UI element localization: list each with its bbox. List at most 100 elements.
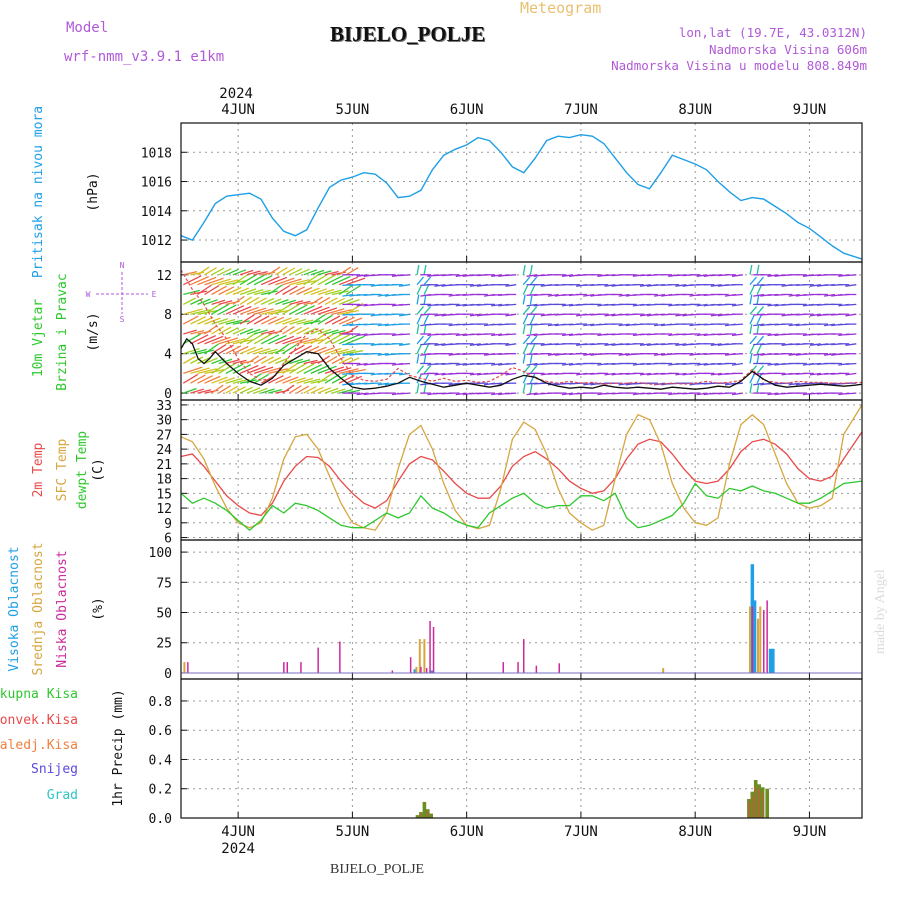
wind-barb [749,264,753,275]
wind-barb [338,349,356,355]
wind-barb [296,363,315,374]
cloud-bar [757,618,759,673]
wind-barb [239,346,256,355]
wind-barb [218,326,232,335]
wind-barb [310,288,328,296]
wind-barb [246,387,261,394]
wind-barb [547,293,559,297]
wind-barb [526,274,538,277]
wind-barb [289,304,308,315]
wind-barb [331,316,348,325]
wind-barb [522,264,526,275]
wind-speed-line [180,337,863,390]
wind-barb [225,305,245,315]
wind-barb [522,323,526,335]
wind-barb [182,333,202,345]
wind-barb [809,284,821,287]
wind-barb [204,357,218,365]
precip-bar [422,801,427,818]
wind-barb [338,284,354,296]
wind-barb [696,303,708,307]
wind-barb [675,372,687,376]
wind-barb [756,323,760,335]
wind-barb [197,276,217,286]
wind-barb [268,375,284,384]
y-tick-label: 6 [164,532,172,547]
wind-barb [618,353,630,356]
wind-barb [225,359,240,365]
wind-barb [239,379,257,384]
y-tick-label: 1014 [141,205,172,220]
wind-barb [583,293,595,297]
wind-barb [296,345,313,355]
cloud-bar [749,606,751,673]
wind-barb [767,274,779,277]
wind-barb [845,333,857,336]
wind-barb [232,269,247,276]
wind-barb [282,326,295,335]
y-tick-label: 25 [156,637,172,652]
y-tick-label: 1018 [141,146,172,161]
wind-barb [275,298,289,306]
wind-barb [505,274,517,277]
wind-barb [246,332,265,345]
wind-barb [253,333,272,345]
wind-barb [317,365,337,375]
wind-barb [331,297,345,305]
wind-barb [399,343,411,346]
wind-barb [282,285,298,296]
wind-barb [183,297,196,305]
wind-barb [338,298,353,306]
wind-barb [331,290,349,296]
wind-barb [345,277,366,286]
wind-barb [289,377,306,384]
wind-barb [455,333,467,337]
wind-barb [211,384,224,394]
cloud-bar [423,639,426,673]
wind-barb [190,334,209,345]
wind-barb [289,279,310,286]
wind-barb [303,386,317,394]
wind-barb [204,335,224,345]
wind-barb [303,364,322,374]
wind-barb [423,264,427,275]
wind-barb [183,289,200,296]
y-tick-label: 0.4 [149,753,173,768]
panel-wind: 0 4 8 12 10m Vjetar Brzina i Pravac (m/s) N S W E [31,261,863,402]
wind-barb [211,326,224,335]
wind-barb [753,353,765,356]
wind-barb [282,384,295,394]
wind-barb [469,313,481,317]
y-tick-label: 100 [149,546,172,561]
precip-unit-label: 1hr Precip (mm) [111,689,126,806]
wind-barb [416,353,420,364]
wind-barb [618,323,630,327]
wind-barb [522,294,526,305]
wind-barb [289,362,308,374]
wind-barb [767,362,779,366]
wind-barb [824,353,836,356]
wind-barb [845,392,857,395]
cloud-bar [502,662,504,673]
y-tick-label: 0.8 [149,695,172,710]
wind-barb [338,356,353,365]
wind-barb [282,303,301,315]
x-tick-label-top: 8JUN [678,102,712,118]
wind-barb [399,372,411,376]
wind-barb [296,359,311,365]
wind-barb [505,303,517,306]
panel-frame [180,122,863,263]
wind-barb [317,387,332,394]
cloud-bar [418,639,421,673]
wind-barb [324,289,342,296]
cloud-bar [391,670,394,673]
wind-barb [310,328,325,335]
wind-barb [190,367,210,375]
wind-barbs [182,264,857,396]
wind-barb [522,285,529,295]
wind-barb [275,277,295,286]
wind-barb [183,387,197,394]
wind-barb [416,335,424,345]
wind-barb [618,382,630,386]
